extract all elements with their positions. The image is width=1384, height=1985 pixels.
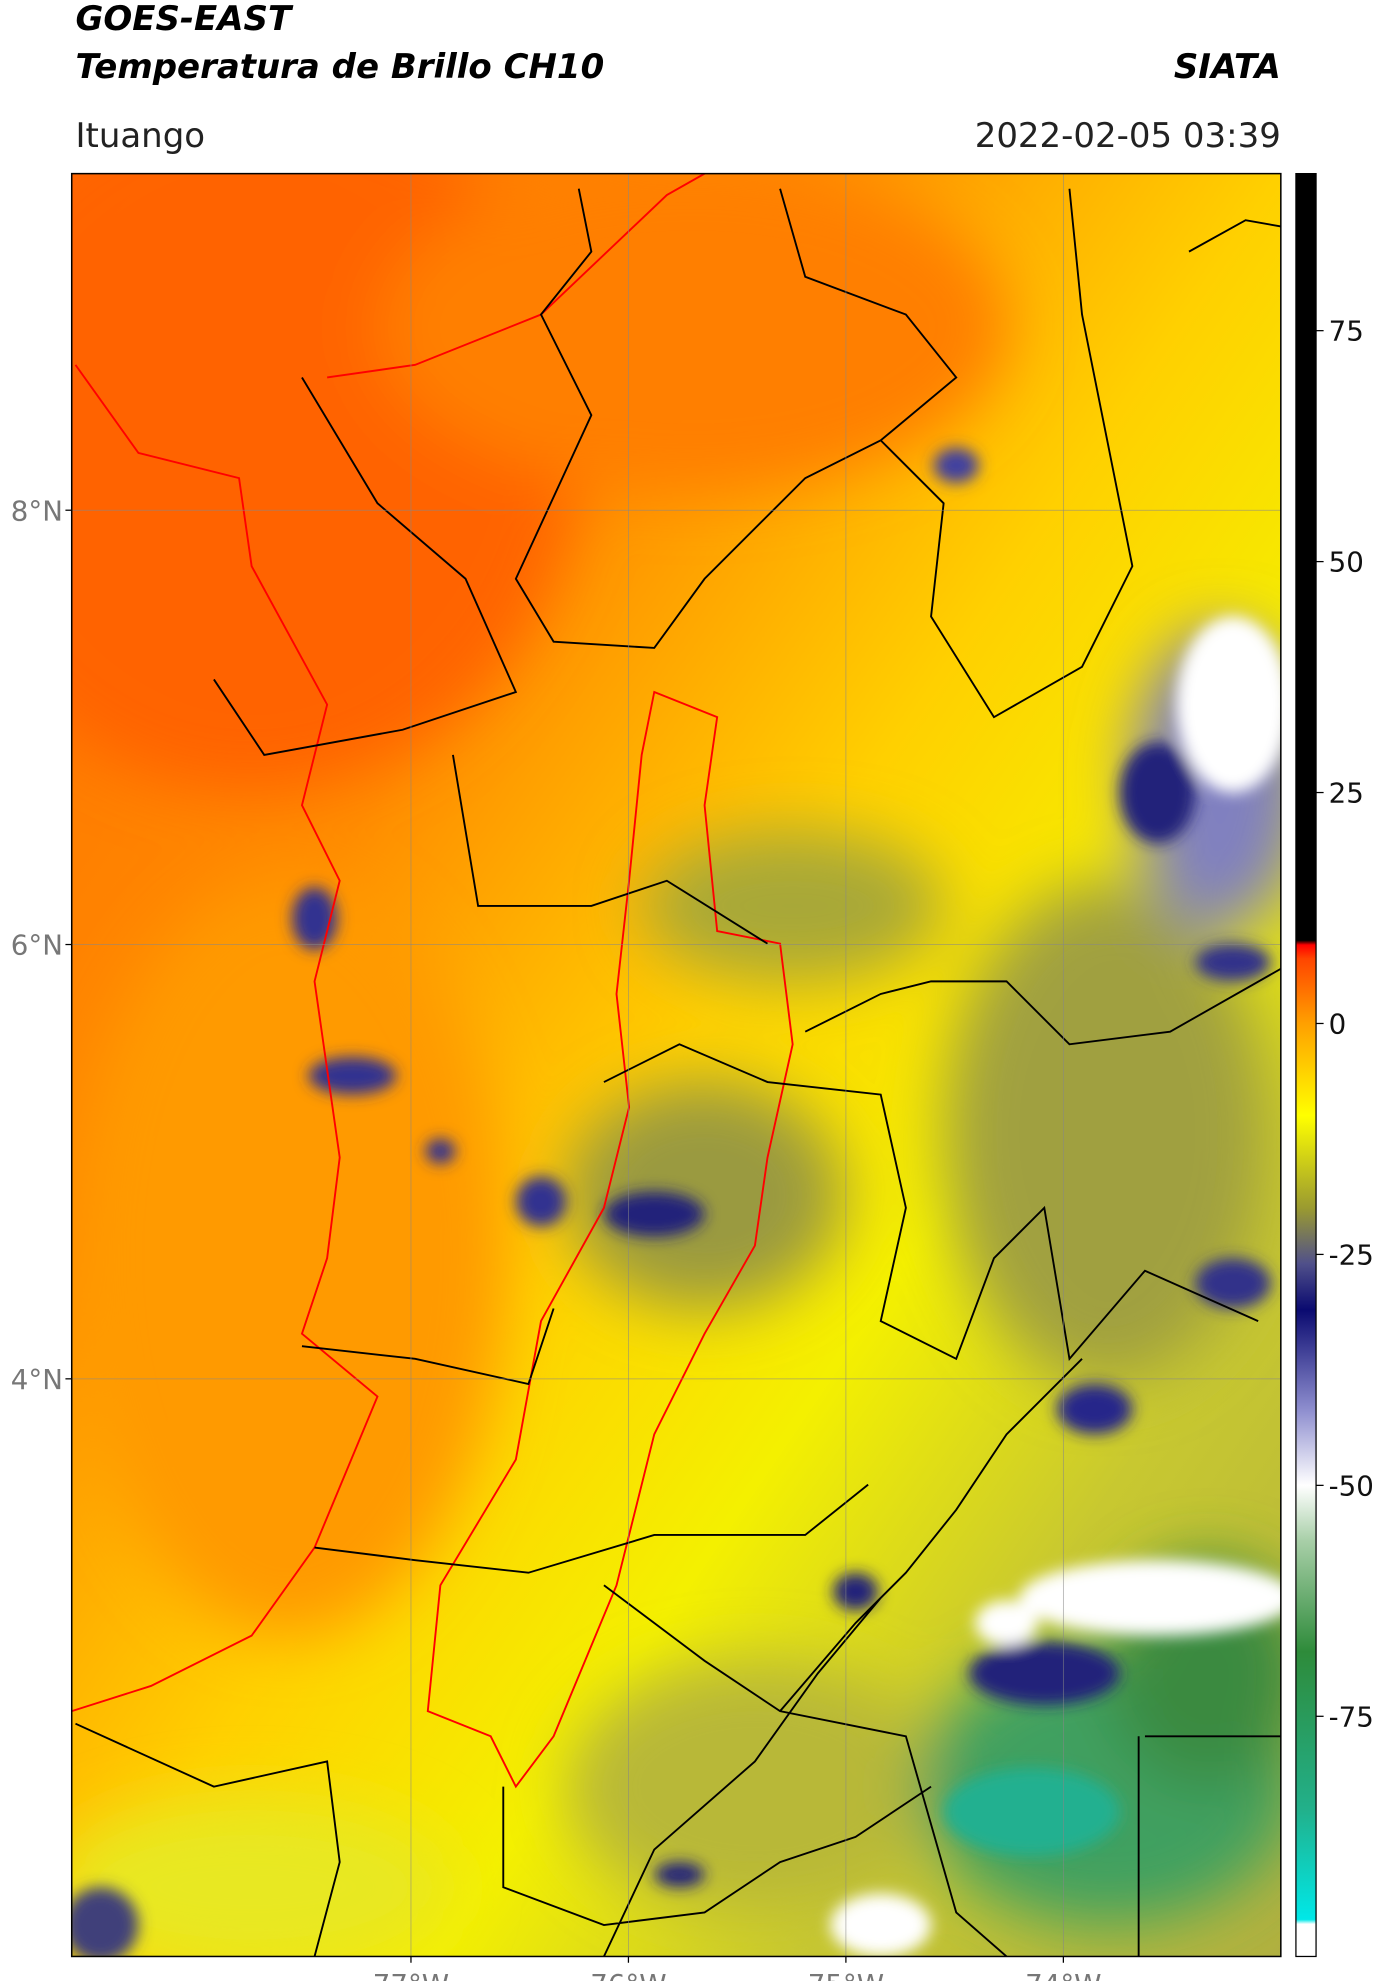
lat-label: 6°N [11,929,63,962]
colorbar-label: 0 [1329,1008,1347,1041]
datetime: 2022-02-05 03:39 [975,116,1281,156]
location: Ituango [75,116,205,156]
title-line2: Temperatura de Brillo CH10 [75,47,604,87]
lon-label: 74°W [1025,1968,1101,1981]
organization: SIATA [1174,47,1281,87]
lon-label: 75°W [808,1968,884,1981]
colorbar-label: 50 [1329,546,1364,579]
graticule [71,173,1281,1957]
lat-label: 4°N [11,1363,63,1396]
colorbar-label: -25 [1329,1238,1374,1271]
lon-label: 77°W [373,1968,449,1981]
lon-label: 76°W [590,1968,666,1981]
map-image [71,173,1281,1957]
colorbar-label: 25 [1329,777,1364,810]
colorbar [1295,172,1317,1958]
title-line1: GOES-EAST [75,0,293,39]
map-frame [70,172,1282,1958]
colorbar-label: -75 [1329,1700,1374,1733]
colorbar-label: 75 [1329,315,1364,348]
colorbar-label: -50 [1329,1469,1374,1502]
lat-label: 8°N [11,494,63,527]
